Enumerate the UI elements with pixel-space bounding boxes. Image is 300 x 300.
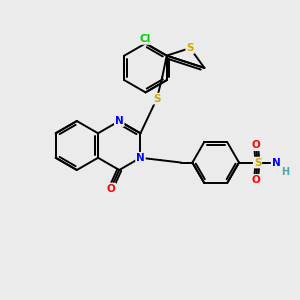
Text: N: N	[136, 153, 145, 163]
Text: Cl: Cl	[140, 34, 151, 44]
Text: O: O	[252, 175, 260, 185]
Text: S: S	[153, 94, 160, 103]
Text: N: N	[272, 158, 280, 167]
Text: O: O	[252, 140, 260, 150]
Text: N: N	[115, 116, 124, 126]
Text: H: H	[281, 167, 290, 177]
Text: S: S	[186, 43, 194, 53]
Text: S: S	[254, 158, 261, 167]
Text: O: O	[106, 184, 115, 194]
